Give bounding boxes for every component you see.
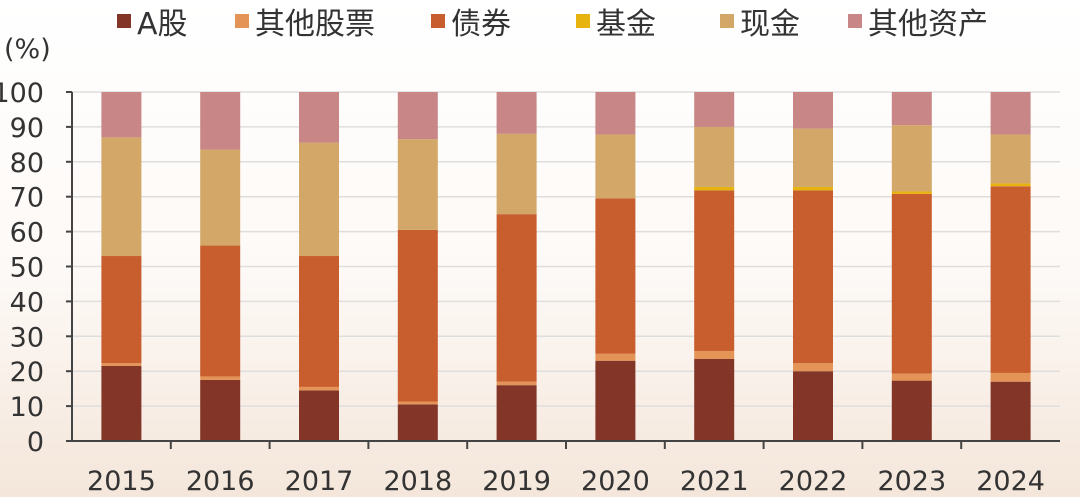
bar-2017-series-0 (299, 390, 339, 441)
y-tick-label-60: 60 (10, 218, 44, 249)
x-tick-label-2021: 2021 (680, 466, 749, 497)
y-tick-label-40: 40 (10, 287, 44, 318)
bar-2019-series-4 (496, 133, 537, 215)
bar-2023-series-3 (891, 191, 932, 194)
bar-2015-series-5 (101, 92, 142, 138)
y-tick-label-100: 100 (0, 78, 44, 109)
legend-label-4: 现金 (740, 7, 800, 42)
bar-2017-series-2 (299, 256, 339, 387)
bar-2020-series-4 (595, 134, 636, 199)
bar-2015-series-4 (101, 137, 142, 257)
x-tick-label-2018: 2018 (383, 466, 452, 497)
bar-2021-series-4 (694, 126, 735, 187)
bar-2021-series-1 (694, 350, 735, 359)
bar-2024-series-1 (990, 372, 1031, 382)
bar-2021-series-2 (694, 190, 735, 351)
y-tick-label-80: 80 (10, 148, 44, 179)
bar-2022-series-3 (793, 186, 833, 191)
bar-2024-series-4 (990, 134, 1031, 184)
bar-2024-series-0 (990, 381, 1031, 441)
bar-2022-series-0 (793, 371, 833, 441)
bar-2022-series-5 (793, 92, 833, 129)
y-tick-label-0: 0 (27, 427, 44, 458)
bar-2018-series-5 (397, 92, 438, 140)
bar-2016-series-5 (200, 92, 241, 150)
bar-2024-series-5 (990, 92, 1031, 135)
legend-label-0: A股 (137, 7, 188, 42)
bar-2017-series-4 (299, 142, 339, 257)
bar-2018-series-2 (397, 229, 438, 402)
x-tick-label-2016: 2016 (186, 466, 255, 497)
legend-swatch-4 (720, 14, 734, 28)
x-tick-label-2022: 2022 (779, 466, 848, 497)
bar-2015-series-2 (101, 256, 142, 364)
bar-2020-series-2 (595, 198, 636, 354)
bar-2019-series-1 (496, 381, 537, 386)
bar-2020-series-5 (595, 92, 636, 135)
y-tick-label-70: 70 (10, 183, 44, 214)
bar-2021-series-5 (694, 92, 735, 127)
y-tick-label-20: 20 (10, 357, 44, 388)
y-tick-label-10: 10 (10, 392, 44, 423)
bar-2015-series-0 (101, 365, 142, 441)
bar-2020-series-0 (595, 360, 636, 441)
bar-2021-series-3 (694, 186, 735, 191)
legend-swatch-0 (117, 14, 131, 28)
y-axis-unit-label: (%) (4, 34, 51, 65)
bar-2016-series-1 (200, 376, 241, 380)
y-tick-label-30: 30 (10, 322, 44, 353)
bar-2018-series-4 (397, 139, 438, 230)
axes (66, 91, 1060, 449)
bar-2023-series-1 (891, 373, 932, 381)
legend-swatch-2 (431, 14, 445, 28)
bar-2020-series-1 (595, 353, 636, 361)
x-tick-label-2019: 2019 (482, 466, 551, 497)
bar-2023-series-2 (891, 193, 932, 374)
bar-2019-series-2 (496, 214, 537, 382)
x-tick-label-2024: 2024 (976, 466, 1045, 497)
bar-2015-series-1 (101, 363, 142, 366)
legend-swatch-1 (235, 14, 249, 28)
bars (101, 92, 1031, 441)
bar-2019-series-5 (496, 92, 537, 134)
bar-2023-series-4 (891, 125, 932, 192)
legend-label-1: 其他股票 (255, 7, 375, 42)
bar-2016-series-0 (200, 379, 241, 441)
x-tick-label-2017: 2017 (285, 466, 354, 497)
x-tick-label-2015: 2015 (87, 466, 156, 497)
bar-2022-series-1 (793, 363, 833, 372)
bar-2017-series-5 (299, 92, 339, 143)
chart-legend: A股 其他股票 债券 基金 现金 其他资产 (117, 7, 988, 42)
bar-2016-series-2 (200, 245, 241, 377)
bar-2022-series-4 (793, 128, 833, 187)
legend-swatch-5 (848, 14, 862, 28)
bar-2021-series-0 (694, 358, 735, 441)
bar-2018-series-0 (397, 404, 438, 441)
y-tick-label-90: 90 (10, 113, 44, 144)
x-tick-label-2023: 2023 (877, 466, 946, 497)
x-tick-label-2020: 2020 (581, 466, 650, 497)
legend-label-2: 债券 (451, 7, 511, 42)
bar-2022-series-2 (793, 190, 833, 364)
bar-2016-series-4 (200, 149, 241, 246)
bar-2024-series-2 (990, 186, 1031, 373)
legend-swatch-3 (576, 14, 590, 28)
bar-2024-series-3 (990, 183, 1031, 187)
bar-2018-series-1 (397, 401, 438, 405)
bar-2023-series-0 (891, 380, 932, 441)
legend-label-3: 基金 (596, 7, 656, 42)
bar-2019-series-0 (496, 385, 537, 441)
y-tick-label-50: 50 (10, 253, 44, 284)
legend-label-5: 其他资产 (868, 7, 988, 42)
bar-2017-series-1 (299, 386, 339, 391)
bar-2023-series-5 (891, 92, 932, 126)
